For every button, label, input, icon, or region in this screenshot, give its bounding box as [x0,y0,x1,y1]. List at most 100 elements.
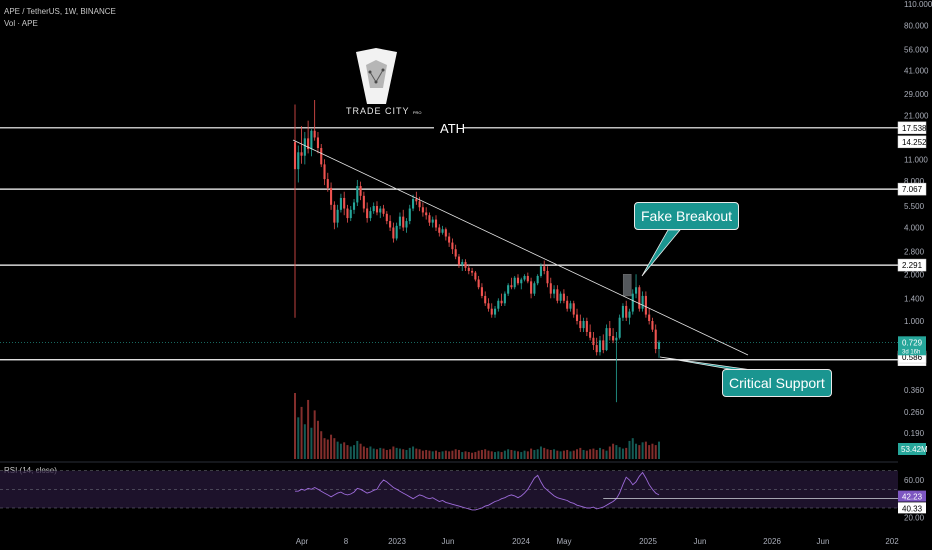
candle-body [539,266,542,276]
candle-body [310,130,313,150]
candle-body [451,242,454,250]
volume-bar [300,406,303,459]
price-tick-label: 80.000 [904,21,929,30]
price-tick-label: 2.800 [904,248,925,257]
candle-body [330,187,333,205]
candle-body [339,197,342,210]
volume-bar [605,450,608,459]
candle-body [356,186,359,203]
candle-body [454,249,457,257]
candle-body [382,208,385,214]
price-tick-label: 0.360 [904,386,925,395]
symbol-legend[interactable]: APE / TetherUS, 1W, BINANCE [4,7,116,16]
candle-body [559,293,562,301]
candle-body [490,308,493,315]
volume-bar [297,417,300,459]
volume-bar [339,443,342,459]
volume-bar [405,449,408,459]
volume-bar [569,451,572,459]
rsi-tick-label: 20.00 [904,513,925,522]
volume-bar [576,449,579,459]
candle-body [602,340,605,351]
level-lines: ATH [0,119,898,361]
brand-suffix: PRO [412,110,422,115]
volume-bar [425,449,428,459]
candle-body [507,285,510,294]
candle-body [579,321,582,329]
volume-bar [658,441,660,459]
candle-body [592,337,595,346]
candle-body [480,287,483,296]
volume-bar [592,448,595,459]
candle-body [418,201,421,208]
candle-body [595,345,598,353]
volume-bar [536,449,539,459]
volume-bar [497,451,500,459]
candle-body [621,305,624,318]
level-price-tag: 7.067 [902,185,923,194]
volume-bar [631,438,634,459]
candle-body [520,279,523,284]
candle-body [575,314,579,322]
candle-body [500,300,503,304]
time-tick-label: 2023 [388,537,406,546]
volume-bar [418,449,421,459]
price-tick-label: 21.000 [904,112,929,121]
volume-bar [330,434,333,459]
level-price-tag-box [897,258,927,272]
trendline[interactable] [292,139,749,356]
volume-bar [582,449,585,459]
volume-bar [556,450,559,459]
candle-body [634,287,638,294]
volume-bar [638,445,641,459]
price-tick-label: 8.000 [904,177,925,186]
volume-bar [648,445,651,459]
candle-body [343,197,346,209]
price-tick-label: 56.000 [904,46,929,55]
candle-body [477,279,480,288]
volume-bar [382,448,385,459]
volume-bar [333,438,336,459]
volume-bar [487,450,490,459]
volume-bar [477,450,480,459]
volume-bar [412,446,415,459]
candle-body [562,293,565,301]
volume-bar [621,448,624,459]
ath-label-bg [434,119,464,136]
candle-body [428,215,431,223]
candle-body [303,138,306,156]
volume-bar [346,445,349,459]
critical-support-callout[interactable]: Critical Support [722,369,832,397]
candle-body [549,283,552,294]
price-tick-label: 29.000 [904,90,929,99]
candle-body [326,179,329,188]
candle-body [362,195,365,209]
candle-body [438,227,441,233]
volume-bar [500,452,503,459]
volume-tag-box [898,443,926,455]
volume-bar [602,449,605,459]
volume-bar [503,450,506,459]
candle-body [589,331,592,338]
volume-bar [530,448,533,459]
volume-bar [448,451,451,459]
volume-bar [549,449,552,459]
candle-body [631,293,634,312]
volume-bar [326,439,329,459]
volume-bar [402,449,405,459]
volume-bar [585,450,588,459]
candle-body [651,321,654,330]
price-tag-box [897,135,927,149]
price-tick-label: 11.000 [904,155,928,164]
volume-bar [369,446,372,459]
volume-legend[interactable]: Vol · APE [4,19,38,28]
volume-bar [441,451,444,459]
volume-bar [438,452,441,459]
volume-bar [612,443,615,459]
candle-body [553,289,556,294]
candle-body [530,281,533,294]
fake-breakout-callout[interactable]: Fake Breakout [634,202,740,230]
brand-wordmark: TRADE CITY PRO [346,106,422,116]
candle-body [385,213,388,222]
